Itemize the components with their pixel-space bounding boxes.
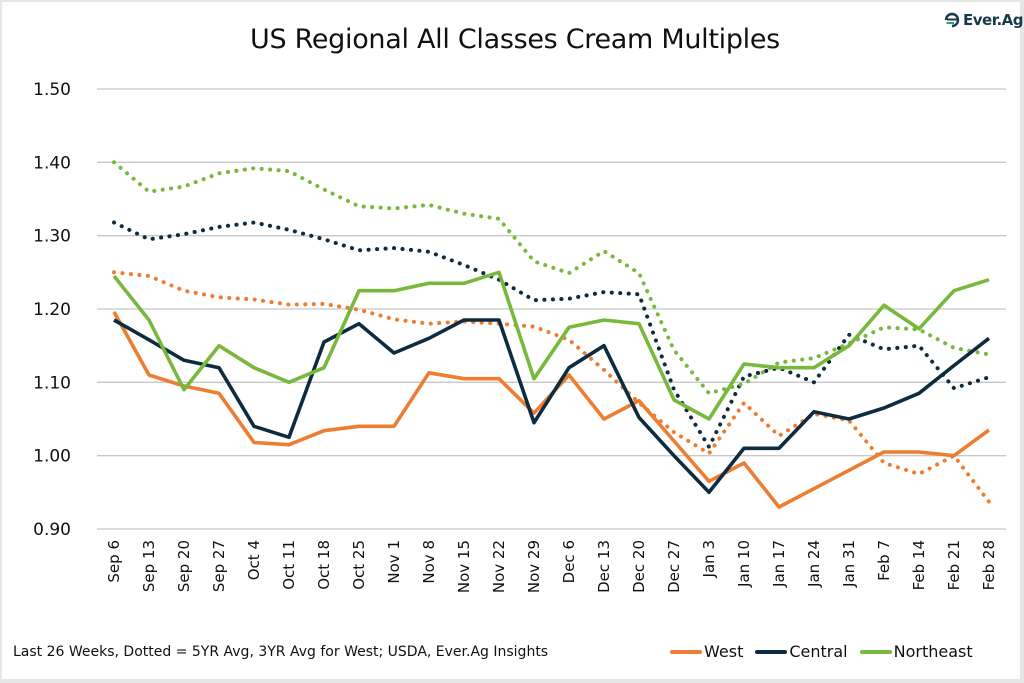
x-tick-label: Oct 4 [245,540,263,580]
y-tick-label: 1.00 [33,447,71,467]
x-tick-label: Oct 18 [315,540,333,590]
logo-text-main: Ever. [963,11,1002,29]
legend-swatch-central [755,649,788,654]
x-tick-label: Nov 22 [490,540,508,593]
x-tick-label: Sep 27 [210,540,228,592]
logo-text-accent: Ag [1001,11,1024,29]
ever-ag-logo-text: Ever.Ag [963,11,1024,29]
legend-swatch-northeast [859,649,892,654]
chart-title: US Regional All Classes Cream Multiples [250,24,780,55]
x-tick-label: Oct 25 [350,540,368,590]
y-tick-label: 1.50 [33,80,71,100]
y-axis: 0.90 1.00 1.10 1.20 1.30 1.40 1.50 [33,80,71,540]
legend-item-central: Central [755,642,848,661]
legend-item-northeast: Northeast [859,642,973,661]
x-tick-label: Nov 8 [420,540,438,584]
series-line-central-5yr-avg [112,220,991,449]
x-tick-label: Feb 7 [875,540,893,581]
x-tick-label: Nov 15 [455,540,473,593]
footer-source-note: Last 26 Weeks, Dotted = 5YR Avg, 3YR Avg… [13,644,549,660]
x-tick-label: Feb 14 [910,540,928,590]
series-lines [112,160,991,509]
series-line-northeast-5yr-avg [112,160,991,396]
x-axis: Sep 6 Sep 13 Sep 20 Sep 27 Oct 4 Oct 11 Oct 18… [105,540,998,593]
x-tick-label: Sep 6 [105,540,123,583]
series-line-central [113,318,991,495]
legend-item-west: West [670,642,743,661]
x-tick-label: Jan 24 [805,540,823,588]
x-tick-label: Jan 3 [700,540,718,578]
x-tick-label: Feb 21 [945,540,963,590]
x-tick-label: Jan 10 [735,540,753,588]
legend-label-west: West [704,642,744,661]
x-tick-label: Jan 17 [770,540,788,588]
y-tick-label: 0.90 [33,520,71,540]
legend-label-central: Central [789,642,848,661]
y-tick-label: 1.30 [33,227,71,247]
x-tick-label: Nov 29 [525,540,543,593]
x-tick-label: Dec 27 [665,540,683,593]
series-line-northeast [112,270,990,421]
gridlines [97,88,1006,530]
y-tick-label: 1.20 [33,300,71,320]
x-tick-label: Nov 1 [385,540,403,584]
x-tick-label: Dec 20 [630,540,648,593]
x-tick-label: Dec 13 [595,540,613,593]
x-tick-label: Sep 20 [175,540,193,592]
x-tick-label: Dec 6 [560,540,578,583]
x-tick-label: Sep 13 [140,540,158,592]
line-chart: 0.90 1.00 1.10 1.20 1.30 1.40 1.50 Sep 6 Sep 13… [33,80,1006,593]
legend: West Central Northeast [670,642,973,661]
x-tick-label: Jan 31 [840,540,858,588]
x-tick-label: Oct 11 [280,540,298,590]
legend-swatch-west [670,649,702,654]
legend-label-northeast: Northeast [893,642,973,661]
ever-ag-logo: Ever.Ag [944,11,1024,29]
ever-ag-logo-icon [944,12,960,28]
x-tick-label: Feb 28 [980,540,998,590]
y-tick-label: 1.10 [33,373,71,393]
y-tick-label: 1.40 [33,153,71,173]
